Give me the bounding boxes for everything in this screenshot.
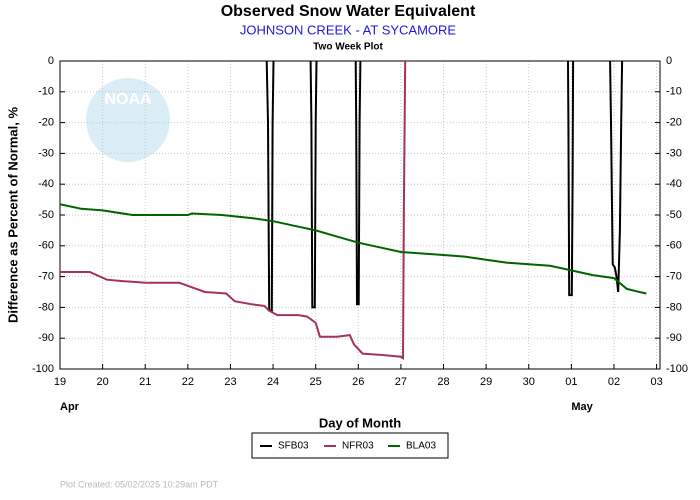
y2-tick-label: -70 [666, 271, 682, 283]
y2-tick-label: -50 [666, 209, 682, 221]
legend-label: NFR03 [342, 441, 374, 452]
x-tick-label: 27 [395, 376, 407, 388]
x-tick-label: 25 [310, 376, 322, 388]
series-line [60, 61, 407, 361]
x-tick-label: 21 [139, 376, 151, 388]
y2-tick-label: -20 [666, 117, 682, 129]
y-tick-label: -80 [38, 301, 54, 313]
y-axis-label: Difference as Percent of Normal, % [5, 107, 20, 323]
y2-tick-label: -30 [666, 147, 682, 159]
x-tick-label: 30 [523, 376, 535, 388]
y2-tick-label: -100 [666, 363, 688, 375]
x-tick-label: 24 [267, 376, 279, 388]
x-tick-label: 20 [96, 376, 108, 388]
y-tick-label: -40 [38, 178, 54, 190]
x-tick-label: 26 [352, 376, 364, 388]
y-tick-label: -90 [38, 332, 54, 344]
y-tick-label: -30 [38, 147, 54, 159]
chart-subtitle: JOHNSON CREEK - AT SYCAMORE [240, 22, 457, 37]
y2-tick-label: 0 [666, 55, 672, 67]
chart-subtitle2: Two Week Plot [313, 42, 383, 53]
logo-text: NOAA [104, 91, 152, 108]
chart-title: Observed Snow Water Equivalent [221, 3, 476, 20]
y2-tick-label: -40 [666, 178, 682, 190]
x-tick-label: 03 [650, 376, 662, 388]
x-tick-label: 29 [480, 376, 492, 388]
legend-label: SFB03 [278, 441, 309, 452]
y-tick-label: -100 [32, 363, 54, 375]
series-line [60, 203, 647, 295]
y-tick-label: 0 [48, 55, 54, 67]
y2-tick-label: -10 [666, 86, 682, 98]
y-tick-label: -60 [38, 240, 54, 252]
y-tick-label: -10 [38, 86, 54, 98]
x-tick-label: 28 [437, 376, 449, 388]
legend-box [251, 432, 449, 459]
x-tick-label: 19 [54, 376, 66, 388]
x-axis-label: Day of Month [319, 415, 401, 430]
x-tick-label: 01 [565, 376, 577, 388]
y-tick-label: -20 [38, 117, 54, 129]
footer: Plot Created: 05/02/2025 10:29am PDT [60, 479, 219, 489]
y2-tick-label: -80 [666, 301, 682, 313]
y-tick-label: -50 [38, 209, 54, 221]
y2-tick-label: -60 [666, 240, 682, 252]
legend-label: BLA03 [406, 441, 436, 452]
y2-tick-label: -90 [666, 332, 682, 344]
series-line [265, 61, 624, 312]
y-tick-label: -70 [38, 271, 54, 283]
x-tick-label: 23 [224, 376, 236, 388]
logo [86, 78, 170, 162]
month-label: May [571, 401, 593, 413]
x-tick-label: 22 [182, 376, 194, 388]
month-label: Apr [60, 401, 80, 413]
x-tick-label: 02 [608, 376, 620, 388]
series-layer [60, 61, 647, 361]
